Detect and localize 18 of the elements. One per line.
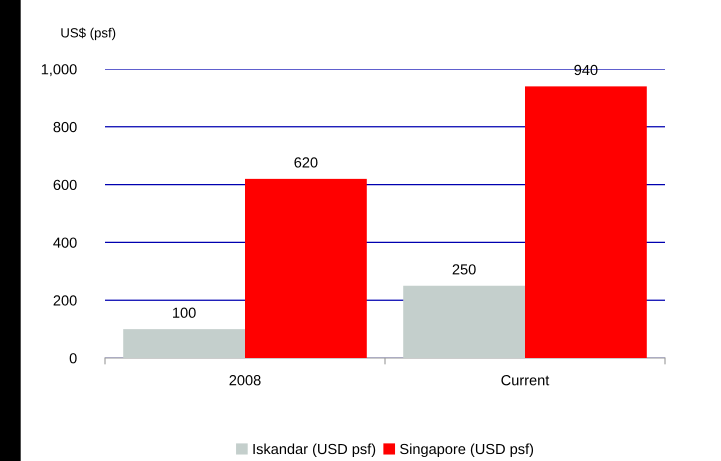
bar [403,286,525,358]
data-label: 250 [452,264,476,275]
y-axis-title: US$ (psf) [61,28,116,40]
y-tick-label: 600 [54,180,77,190]
y-tick-label: 800 [54,122,77,132]
legend-label: Singapore (USD psf) [400,443,534,458]
data-label: 100 [173,308,196,318]
bar [525,86,647,358]
y-tick-label: 0 [70,353,77,364]
x-tick-label: Current [501,375,550,386]
legend-label: Iskandar (USD psf) [253,443,376,458]
bar [245,178,367,358]
x-tick-label: 2008 [230,375,261,386]
y-tick-label: 200 [54,295,77,306]
y-tick-label: 1,000 [42,64,77,76]
data-label: 620 [294,157,318,168]
bar [123,329,245,358]
y-tick-label: 400 [53,238,77,248]
